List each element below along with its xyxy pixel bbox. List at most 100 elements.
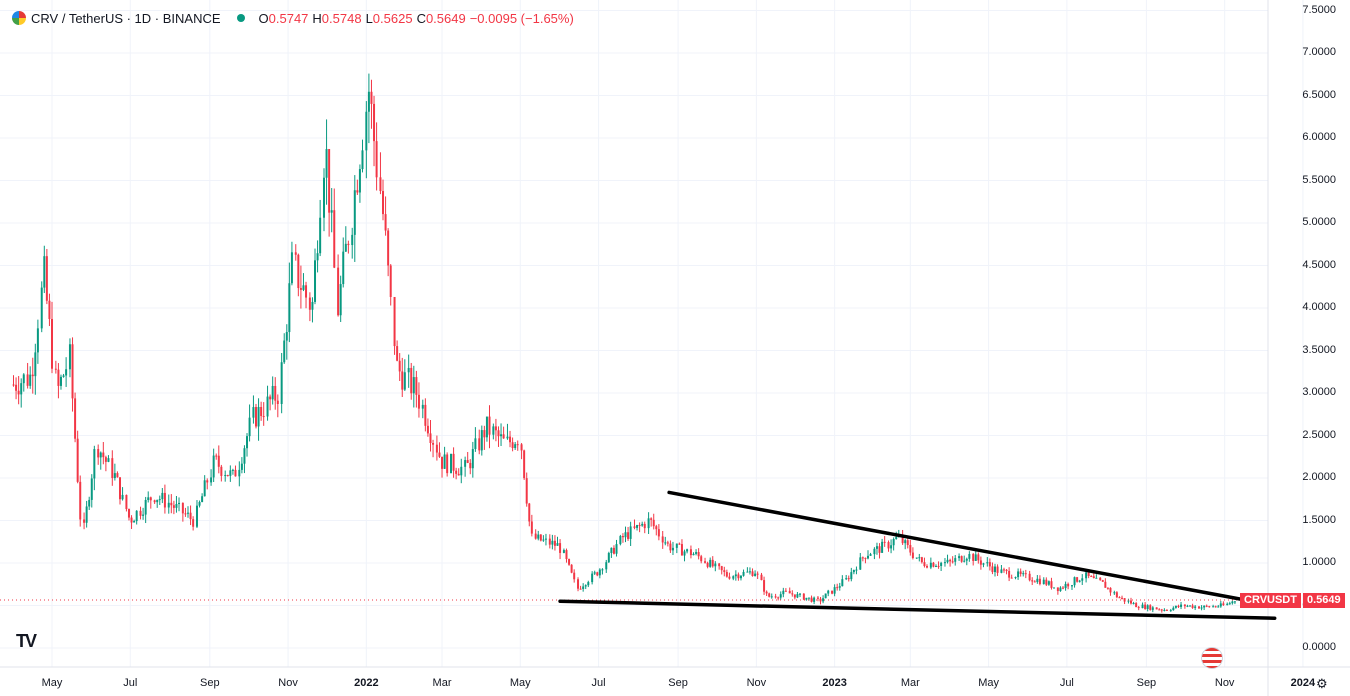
candle-body bbox=[285, 332, 288, 341]
candle-body bbox=[824, 593, 827, 599]
candle-body bbox=[528, 503, 531, 522]
candle-body bbox=[643, 523, 646, 529]
candle-body bbox=[1028, 573, 1031, 581]
candle-body bbox=[113, 473, 116, 479]
trendline-upper[interactable] bbox=[667, 490, 1277, 608]
candle-body bbox=[765, 591, 768, 594]
candle-body bbox=[940, 562, 943, 566]
candle-body bbox=[333, 210, 336, 268]
candle-body bbox=[248, 417, 251, 437]
candle-body bbox=[855, 569, 858, 571]
candle-body bbox=[605, 562, 608, 570]
candle-body bbox=[93, 449, 96, 479]
candle-body bbox=[234, 469, 237, 477]
trendlines[interactable] bbox=[558, 490, 1277, 620]
y-tick-label: 6.5000 bbox=[1302, 88, 1336, 101]
y-tick-label: 5.0000 bbox=[1302, 216, 1336, 228]
candle-body bbox=[974, 554, 977, 561]
candle-body bbox=[929, 562, 932, 568]
candle-body bbox=[875, 546, 878, 549]
candle-body bbox=[79, 481, 82, 520]
candle-body bbox=[290, 252, 293, 284]
candle-body bbox=[534, 533, 537, 539]
candle-body bbox=[90, 478, 93, 500]
candle-body bbox=[59, 376, 62, 386]
candle-body bbox=[1045, 579, 1048, 585]
candle-body bbox=[246, 436, 249, 449]
us-flag-icon[interactable] bbox=[1201, 647, 1223, 669]
candle-body bbox=[1172, 607, 1175, 611]
candle-body bbox=[396, 346, 399, 361]
candle-body bbox=[718, 563, 721, 567]
candle-body bbox=[784, 590, 787, 592]
candle-body bbox=[937, 565, 940, 567]
candle-body bbox=[339, 284, 342, 316]
price-tag-ticker: CRVUSDT bbox=[1240, 592, 1301, 608]
candle-body bbox=[441, 456, 444, 469]
candle-body bbox=[782, 590, 785, 595]
candle-body bbox=[619, 536, 622, 545]
candle-body bbox=[610, 547, 613, 554]
candle-body bbox=[1062, 587, 1065, 589]
candle-body bbox=[774, 596, 777, 598]
candle-body bbox=[1099, 577, 1102, 581]
candle-body bbox=[398, 360, 401, 372]
candle-body bbox=[384, 214, 387, 231]
candle-body bbox=[274, 385, 277, 401]
candle-body bbox=[351, 234, 354, 246]
candle-body bbox=[1219, 603, 1222, 607]
candle-body bbox=[471, 449, 474, 469]
candle-body bbox=[1024, 573, 1027, 575]
candle-body bbox=[201, 496, 204, 503]
candle-body bbox=[314, 260, 317, 302]
candle-body bbox=[695, 552, 698, 554]
candle-body bbox=[1214, 606, 1217, 608]
candle-body bbox=[302, 285, 305, 290]
candle-body bbox=[457, 473, 460, 476]
candle-body bbox=[429, 433, 432, 444]
candle-body bbox=[288, 283, 291, 333]
candle-body bbox=[661, 536, 664, 543]
candle-body bbox=[739, 575, 742, 579]
trendline-lower[interactable] bbox=[558, 599, 1277, 620]
candle-body bbox=[666, 542, 669, 544]
candle-body bbox=[1177, 605, 1180, 607]
candle-body bbox=[932, 562, 935, 567]
candle-body bbox=[356, 190, 359, 193]
candle-body bbox=[401, 371, 404, 390]
candle-body bbox=[435, 444, 438, 453]
candle-body bbox=[1200, 607, 1203, 609]
candle-body bbox=[887, 542, 890, 549]
candle-body bbox=[328, 149, 331, 213]
candle-body bbox=[565, 550, 568, 560]
x-tick-label: Jul bbox=[123, 677, 138, 689]
x-tick-label: May bbox=[509, 677, 531, 689]
candle-body bbox=[926, 566, 929, 568]
candle-body bbox=[1031, 580, 1034, 582]
gear-icon[interactable]: ⚙ bbox=[1316, 676, 1328, 691]
candle-body bbox=[1053, 587, 1056, 589]
candle-body bbox=[1014, 577, 1017, 579]
candle-body bbox=[1010, 577, 1013, 579]
candle-body bbox=[949, 559, 952, 562]
candle-body bbox=[358, 169, 361, 193]
symbol-title[interactable]: CRV / TetherUS · 1D · BINANCE bbox=[31, 10, 221, 26]
y-tick-label: 1.0000 bbox=[1302, 556, 1336, 568]
tradingview-logo-icon[interactable]: TV bbox=[16, 631, 37, 651]
candle-body bbox=[598, 569, 601, 576]
low-label: L bbox=[365, 10, 373, 26]
candle-body bbox=[167, 502, 170, 508]
candle-body bbox=[982, 563, 985, 565]
candle-body bbox=[946, 559, 949, 563]
candle-body bbox=[506, 436, 509, 439]
candle-body bbox=[591, 573, 594, 583]
candle-body bbox=[158, 499, 161, 501]
candle-body bbox=[1203, 605, 1206, 608]
candle-body bbox=[1146, 605, 1149, 609]
candle-body bbox=[121, 494, 124, 500]
candle-body bbox=[587, 582, 590, 586]
candle-body bbox=[883, 541, 886, 543]
candle-body bbox=[142, 514, 145, 516]
candle-body bbox=[438, 452, 441, 457]
